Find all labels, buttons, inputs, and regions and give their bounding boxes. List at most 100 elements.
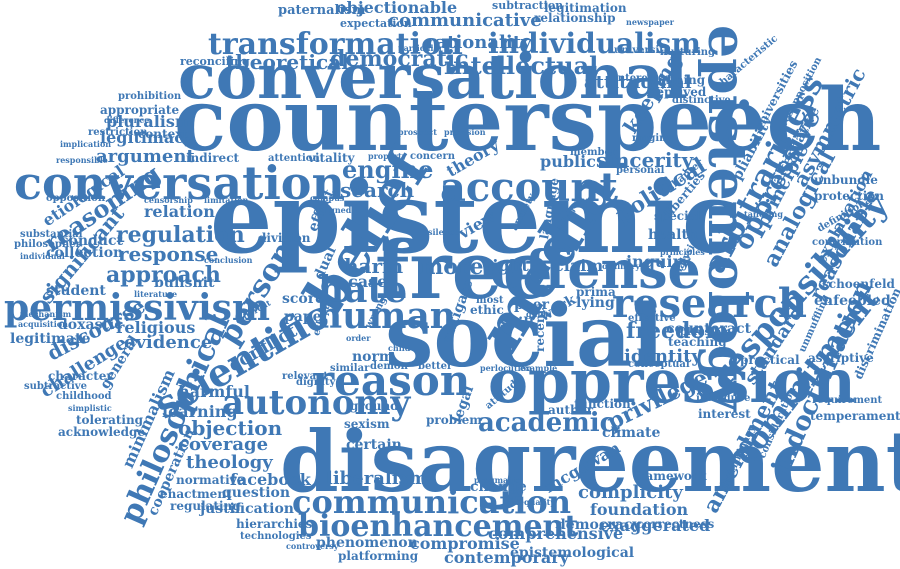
- cloud-word-acquisition: acquisition: [18, 319, 68, 329]
- cloud-word-legitimate: legitimate: [10, 331, 91, 347]
- cloud-word-permissivism: permissivism: [4, 287, 270, 329]
- cloud-word-personal: personal: [616, 165, 665, 176]
- cloud-word-child: child: [388, 343, 411, 353]
- cloud-word-requirement: requirement: [812, 395, 883, 406]
- cloud-word-counterspeech: counterspeech: [174, 70, 882, 171]
- cloud-word-complicity: complicity: [578, 482, 683, 503]
- cloud-word-individualism: individualism: [488, 27, 701, 60]
- cloud-word-justification: justification: [200, 501, 294, 517]
- cloud-word-theoretical: theoretical: [226, 50, 349, 74]
- cloud-word-restriction: restriction: [88, 127, 148, 138]
- cloud-word-academic: academic: [478, 408, 616, 438]
- cloud-word-mechanism: mechanism: [20, 309, 72, 319]
- cloud-word-question: question: [222, 485, 291, 501]
- cloud-word-order: order: [346, 333, 371, 343]
- cloud-word-hate: hate: [318, 269, 408, 311]
- cloud-word-exaggerated: exaggerated: [600, 516, 711, 535]
- cloud-word-expectation: expectation: [340, 17, 412, 30]
- cloud-word-conduct: conduct: [60, 233, 123, 249]
- cloud-word-identity: identity: [624, 346, 702, 367]
- cloud-word-health: health: [648, 227, 699, 243]
- cloud-word-more: more: [420, 254, 484, 280]
- cloud-word-liberalism: liberalism: [326, 468, 428, 489]
- cloud-word-religious: religious: [116, 318, 196, 337]
- cloud-word-evidence: evidence: [124, 332, 213, 353]
- cloud-word-free: free: [375, 223, 554, 317]
- cloud-word-concern: concern: [410, 151, 456, 162]
- cloud-word-difference: difference: [104, 115, 150, 125]
- cloud-word-shill: shill: [500, 315, 535, 331]
- cloud-word-student: student: [46, 283, 106, 299]
- cloud-word-theology: theology: [186, 452, 273, 473]
- cloud-word-democracy: democracy: [556, 517, 641, 533]
- cloud-word-vitality: vitality: [308, 151, 355, 165]
- cloud-word-literature: literature: [134, 289, 178, 299]
- cloud-word-prospect: prospect: [398, 127, 437, 137]
- cloud-word-temperament: temperament: [810, 409, 900, 423]
- cloud-word-reason: reason: [312, 356, 471, 405]
- cloud-word-ground: ground: [350, 399, 399, 413]
- cloud-word-foundation: foundation: [590, 500, 689, 519]
- cloud-word-implication: implication: [60, 139, 112, 149]
- cloud-word-member: member: [570, 147, 617, 158]
- cloud-word-sexism: sexism: [344, 417, 390, 431]
- cloud-word-similar: similar: [330, 363, 370, 374]
- cloud-word-inequality: inequality: [510, 497, 555, 507]
- cloud-word-protection: protection: [814, 189, 885, 203]
- cloud-word-pluralism: pluralism: [106, 112, 192, 131]
- cloud-word-special: special: [654, 209, 701, 223]
- cloud-word-peer: peer: [514, 297, 549, 313]
- cloud-word-ordinary: ordinary: [602, 261, 641, 271]
- cloud-word-certain: certain: [346, 437, 402, 453]
- cloud-word-counteract: counteract: [666, 321, 752, 337]
- cloud-word-autonomy: autonomy: [222, 383, 411, 423]
- cloud-word-search: search: [340, 178, 415, 202]
- cloud-word-sincerity: sincerity: [596, 148, 694, 172]
- cloud-word-climate: climate: [602, 425, 661, 441]
- cloud-word-dignity: dignity: [296, 377, 336, 388]
- cloud-word-defining: defining: [650, 73, 706, 87]
- cloud-word-ringing: ringing: [632, 133, 674, 144]
- cloud-word-campus: campus: [310, 193, 345, 203]
- cloud-word-censorship: censorship: [144, 195, 193, 205]
- cloud-word-ascriptive: ascriptive: [808, 351, 874, 365]
- cloud-word-research: research: [612, 280, 807, 327]
- cloud-word-claim: claim: [554, 256, 604, 275]
- cloud-word-communicative: communicative: [388, 10, 542, 31]
- cloud-word-limitation: limitation: [204, 195, 249, 205]
- cloud-word-pragmatic: pragmatic: [474, 475, 520, 485]
- cloud-word-university: university: [614, 45, 670, 56]
- cloud-word-prima: prima: [576, 285, 616, 299]
- cloud-word-communication: communication: [292, 483, 571, 521]
- cloud-word-author: author: [548, 403, 594, 417]
- cloud-word-unbundle: unbundle: [814, 173, 878, 187]
- cloud-word-individual: individual: [20, 251, 65, 261]
- cloud-word-context: context: [138, 127, 188, 141]
- cloud-word-technologies: technologies: [240, 531, 312, 542]
- cloud-word-harm: harm: [344, 254, 404, 278]
- cloud-word-engine: engine: [342, 155, 434, 184]
- cloud-word-account: account: [440, 164, 618, 211]
- cloud-word-enfeebled: enfeebled: [814, 293, 891, 309]
- cloud-word-phenomenon: phenomenon: [316, 535, 418, 551]
- cloud-word-conceptual: conceptual: [628, 359, 690, 370]
- cloud-word-conversational: conversational: [178, 40, 688, 113]
- cloud-word-silence: silence: [428, 227, 460, 237]
- cloud-word-contribution: contribution: [812, 237, 883, 248]
- cloud-word-subtractive: subtractive: [24, 381, 87, 392]
- cloud-word-relevant: relevant: [282, 371, 328, 382]
- cloud-word-comprehensive: comprehensive: [488, 524, 624, 543]
- cloud-word-right: right: [484, 256, 529, 275]
- cloud-word-legitimacy: legitimacy: [100, 128, 194, 147]
- cloud-word-legitimation: legitimation: [544, 1, 627, 15]
- cloud-word-approach: approach: [106, 262, 221, 288]
- cloud-word-appropriate: appropriate: [100, 103, 180, 117]
- cloud-word-argument: argument: [96, 146, 195, 167]
- cloud-word-aligned: aligned: [318, 205, 352, 215]
- cloud-word-relationship: relationship: [534, 11, 616, 25]
- cloud-word-learning: learning: [162, 402, 238, 421]
- cloud-word-schoenfeld: schoenfeld: [822, 277, 895, 291]
- cloud-word-function: function: [574, 397, 631, 411]
- cloud-word-collection: collection: [46, 245, 124, 261]
- cloud-word-normative: normative: [176, 473, 245, 487]
